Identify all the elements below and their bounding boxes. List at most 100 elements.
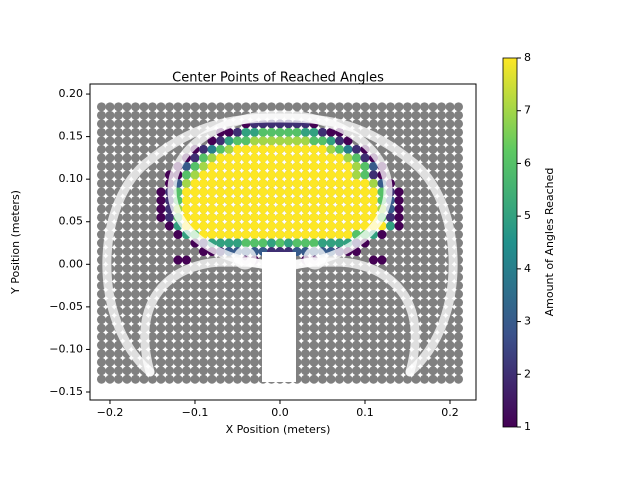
y-axis-label: Y Position (meters) xyxy=(9,190,22,295)
grid-point xyxy=(130,230,140,240)
grid-point xyxy=(343,306,353,316)
grid-point xyxy=(317,102,327,112)
grid-point xyxy=(139,119,149,129)
grid-point xyxy=(122,102,132,112)
grid-point xyxy=(428,136,438,146)
grid-point xyxy=(156,332,166,342)
grid-point xyxy=(190,247,200,257)
grid-point xyxy=(96,102,106,112)
grid-point xyxy=(411,281,421,291)
reached-point xyxy=(334,170,344,180)
reached-point xyxy=(385,221,395,231)
grid-point xyxy=(317,349,327,359)
grid-point xyxy=(385,255,395,265)
grid-point xyxy=(164,323,174,333)
grid-point xyxy=(113,136,123,146)
grid-point xyxy=(309,374,319,384)
grid-point xyxy=(428,289,438,299)
grid-point xyxy=(139,281,149,291)
grid-point xyxy=(453,230,463,240)
grid-point xyxy=(249,306,259,316)
grid-point xyxy=(224,102,234,112)
reached-point xyxy=(198,221,208,231)
grid-point xyxy=(96,119,106,129)
grid-point xyxy=(122,289,132,299)
grid-point xyxy=(249,315,259,325)
grid-point xyxy=(453,136,463,146)
grid-point xyxy=(385,366,395,376)
grid-point xyxy=(147,221,157,231)
grid-point xyxy=(453,110,463,120)
grid-point xyxy=(377,374,387,384)
grid-point xyxy=(173,110,183,120)
grid-point xyxy=(173,289,183,299)
grid-point xyxy=(326,357,336,367)
grid-point xyxy=(181,357,191,367)
grid-point xyxy=(402,340,412,350)
reached-point xyxy=(300,127,310,137)
grid-point xyxy=(139,195,149,205)
grid-point xyxy=(360,332,370,342)
grid-point xyxy=(173,323,183,333)
x-tick-label: −0.1 xyxy=(182,406,209,419)
grid-point xyxy=(326,272,336,282)
grid-point xyxy=(147,102,157,112)
grid-point xyxy=(385,264,395,274)
grid-point xyxy=(309,102,319,112)
grid-point xyxy=(394,374,404,384)
reached-point xyxy=(334,238,344,248)
grid-point xyxy=(436,298,446,308)
grid-point xyxy=(215,272,225,282)
grid-point xyxy=(130,323,140,333)
grid-point xyxy=(232,349,242,359)
reached-point xyxy=(198,212,208,222)
grid-point xyxy=(130,315,140,325)
reached-point xyxy=(351,144,361,154)
reached-point xyxy=(249,178,259,188)
grid-point xyxy=(436,264,446,274)
grid-point xyxy=(385,153,395,163)
grid-point xyxy=(445,144,455,154)
grid-point xyxy=(113,119,123,129)
grid-point xyxy=(402,119,412,129)
reached-point xyxy=(232,161,242,171)
grid-point xyxy=(232,289,242,299)
reached-point xyxy=(317,212,327,222)
grid-point xyxy=(402,187,412,197)
colorbar xyxy=(502,57,518,428)
grid-point xyxy=(198,281,208,291)
grid-point xyxy=(232,340,242,350)
grid-point xyxy=(360,247,370,257)
reached-point xyxy=(334,153,344,163)
grid-point xyxy=(173,374,183,384)
grid-point xyxy=(181,247,191,257)
reached-point xyxy=(241,238,251,248)
grid-point xyxy=(122,204,132,214)
colorbar-label: Amount of Angles Reached xyxy=(543,168,556,317)
grid-point xyxy=(147,110,157,120)
grid-point xyxy=(368,289,378,299)
grid-point xyxy=(224,289,234,299)
reached-point xyxy=(249,170,259,180)
reached-point xyxy=(292,153,302,163)
colorbar-tick-label: 7 xyxy=(524,104,531,117)
grid-point xyxy=(402,110,412,120)
grid-point xyxy=(385,119,395,129)
grid-point xyxy=(453,170,463,180)
grid-point xyxy=(428,357,438,367)
reached-point xyxy=(309,127,319,137)
grid-point xyxy=(198,102,208,112)
grid-point xyxy=(445,119,455,129)
grid-point xyxy=(385,289,395,299)
reached-point xyxy=(360,187,370,197)
reached-point xyxy=(343,195,353,205)
grid-point xyxy=(343,374,353,384)
grid-point xyxy=(334,272,344,282)
x-tick-label: −0.2 xyxy=(97,406,124,419)
reached-point xyxy=(292,161,302,171)
grid-point xyxy=(360,102,370,112)
grid-point xyxy=(428,281,438,291)
grid-point xyxy=(275,102,285,112)
grid-point xyxy=(368,119,378,129)
x-axis-label: X Position (meters) xyxy=(226,423,331,436)
